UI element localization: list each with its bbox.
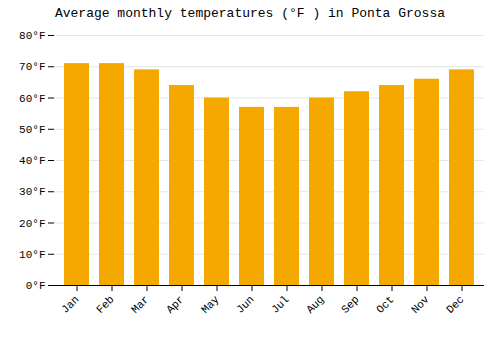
svg-text:Feb: Feb bbox=[94, 293, 116, 315]
svg-text:May: May bbox=[199, 293, 222, 316]
svg-text:Apr: Apr bbox=[164, 293, 186, 315]
svg-text:Jul: Jul bbox=[269, 293, 291, 315]
svg-text:Aug: Aug bbox=[304, 293, 326, 315]
svg-text:Mar: Mar bbox=[129, 293, 151, 315]
svg-text:10°F: 10°F bbox=[19, 249, 45, 261]
svg-text:Sep: Sep bbox=[339, 293, 361, 315]
svg-text:30°F: 30°F bbox=[19, 186, 45, 198]
svg-text:80°F: 80°F bbox=[19, 30, 45, 42]
svg-text:60°F: 60°F bbox=[19, 93, 45, 105]
svg-text:70°F: 70°F bbox=[19, 61, 45, 73]
svg-text:20°F: 20°F bbox=[19, 218, 45, 230]
svg-text:Jun: Jun bbox=[234, 293, 256, 315]
svg-text:Nov: Nov bbox=[409, 293, 432, 316]
svg-text:50°F: 50°F bbox=[19, 124, 45, 136]
svg-text:0°F: 0°F bbox=[26, 280, 46, 292]
svg-text:Oct: Oct bbox=[374, 293, 396, 315]
svg-text:Dec: Dec bbox=[444, 293, 466, 315]
svg-text:Jan: Jan bbox=[59, 293, 81, 315]
svg-text:40°F: 40°F bbox=[19, 155, 45, 167]
html-text:Average monthly temperatures (: Average monthly temperatures (°F ) in Po… bbox=[55, 6, 445, 21]
